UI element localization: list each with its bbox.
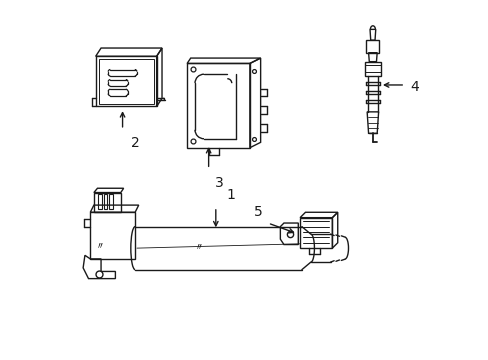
Text: 4: 4 [410,80,418,94]
Text: 2: 2 [130,136,139,150]
Text: 5: 5 [254,206,263,220]
Text: 3: 3 [215,176,224,190]
Text: $\prime\prime$: $\prime\prime$ [196,241,203,251]
Text: 1: 1 [226,188,235,202]
Text: $\prime\prime$: $\prime\prime$ [97,240,104,250]
